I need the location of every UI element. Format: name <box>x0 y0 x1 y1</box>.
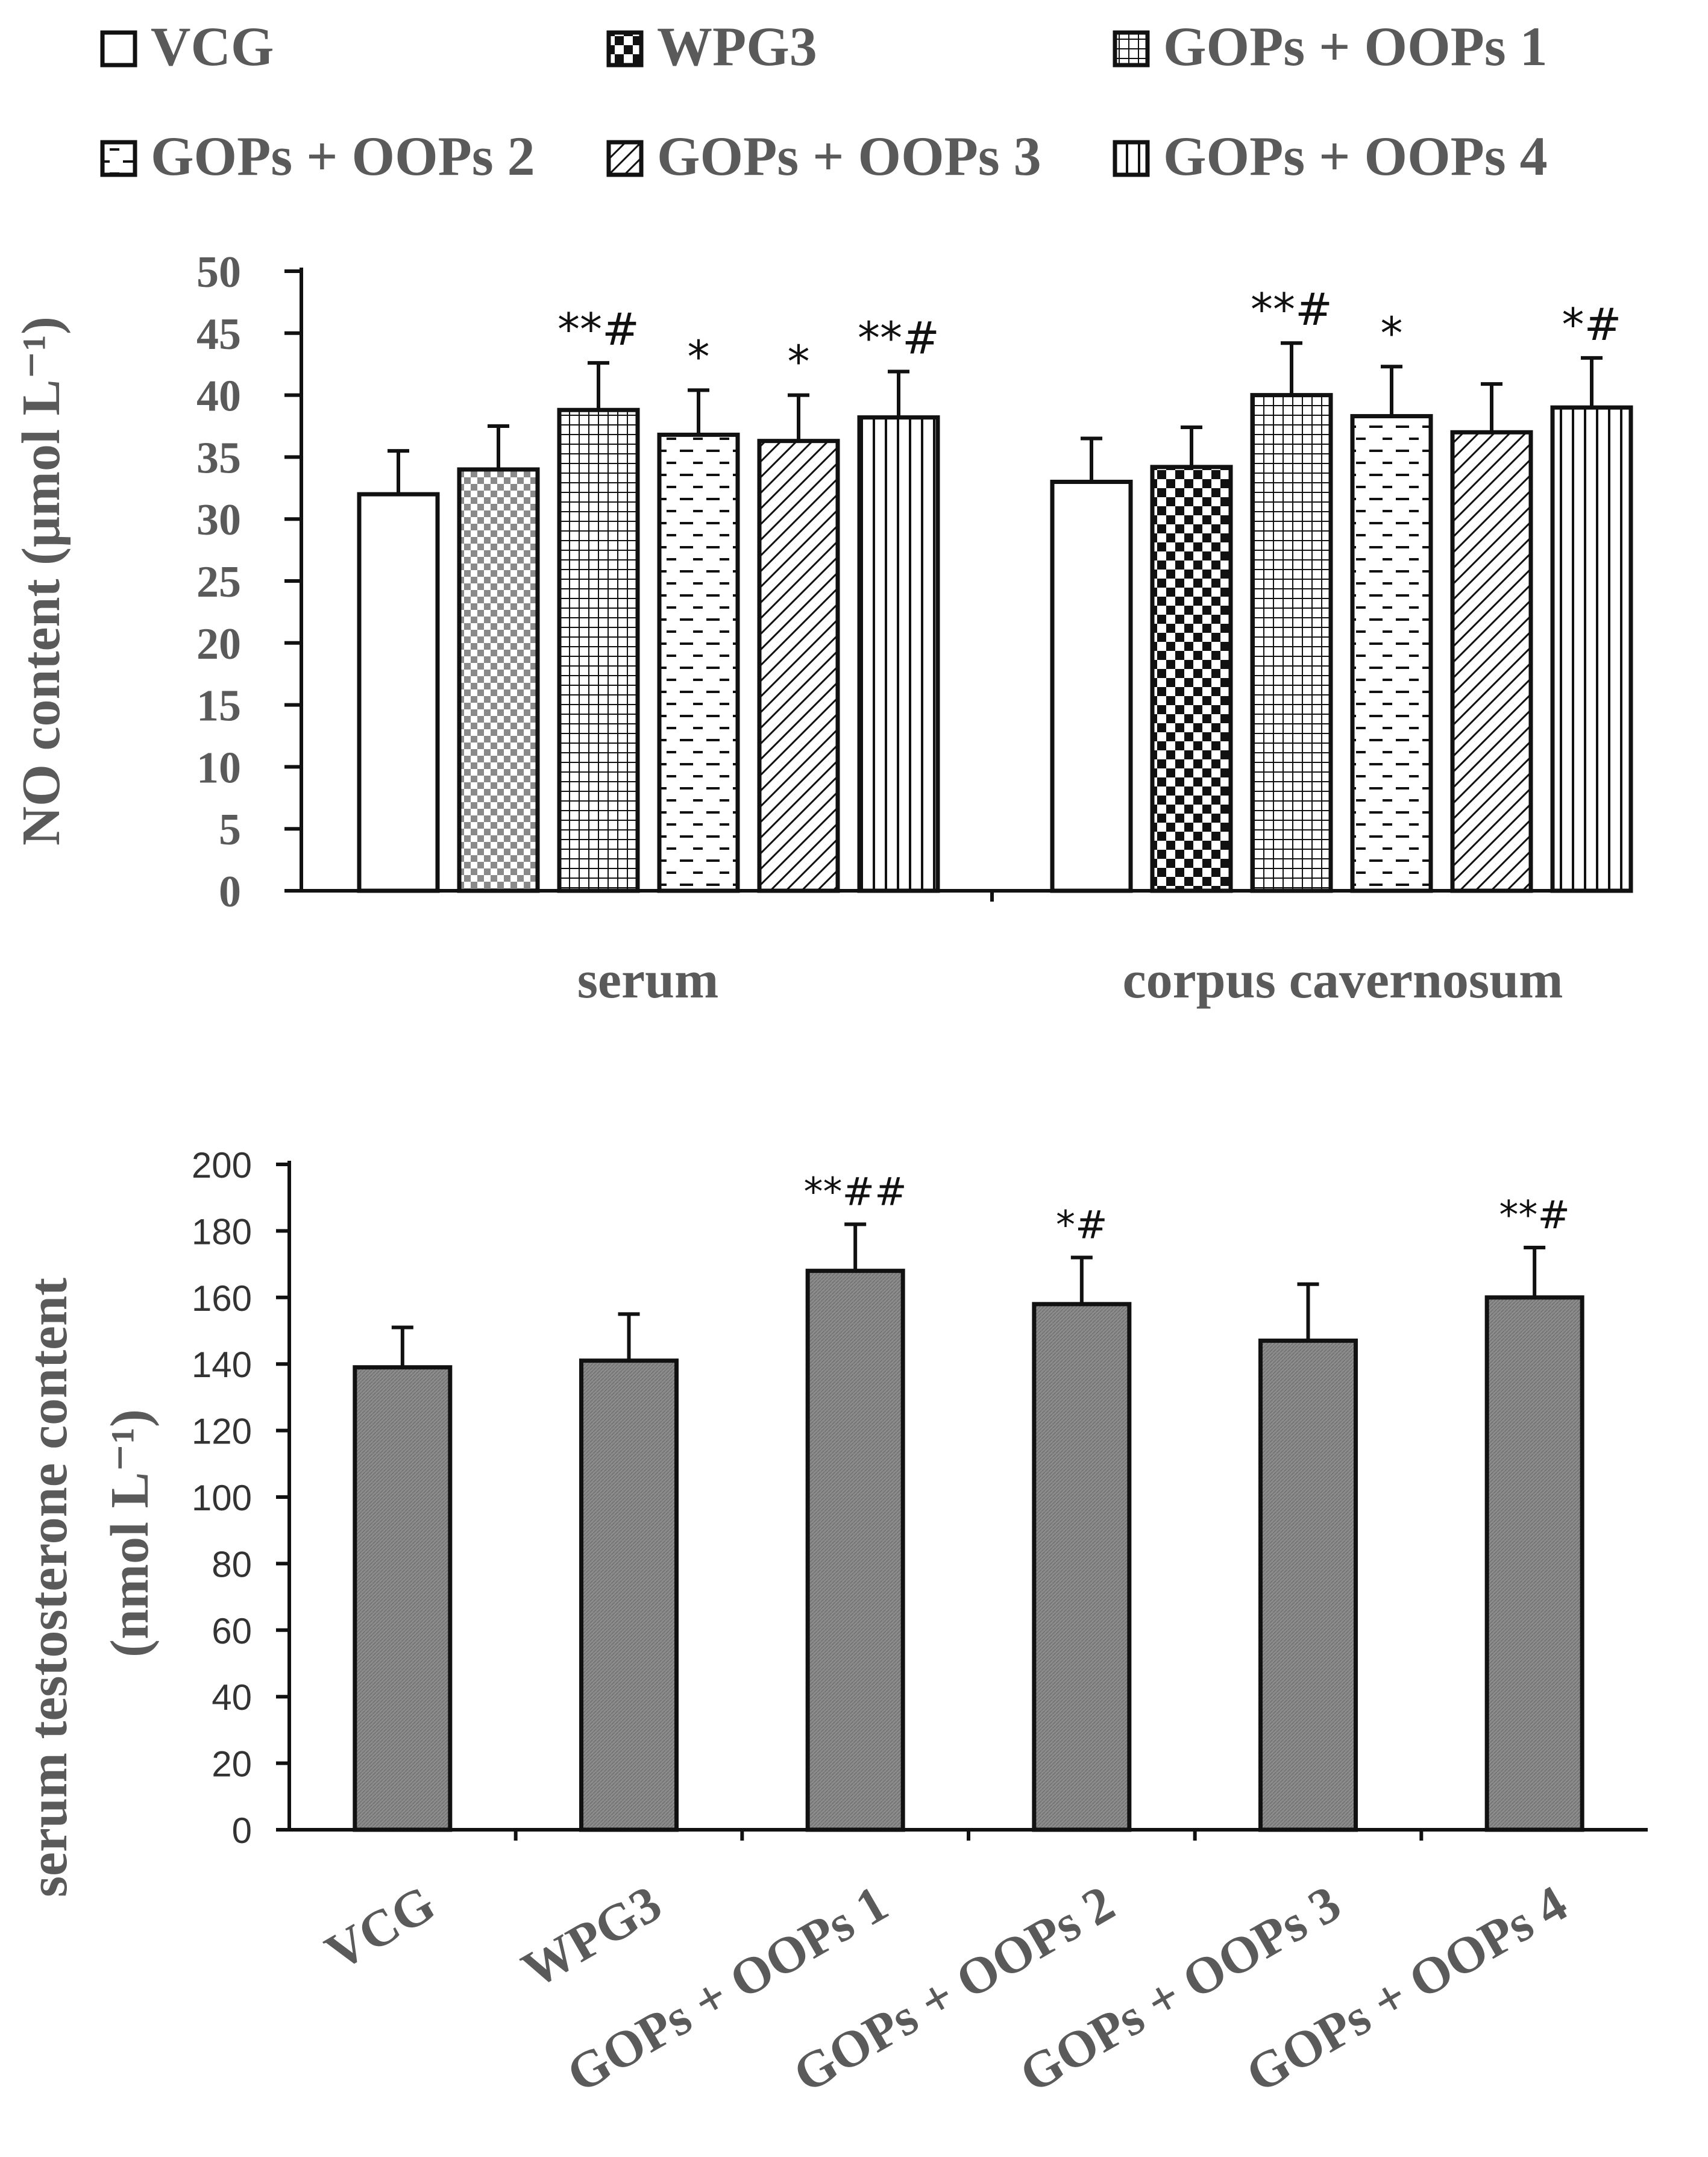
bar <box>857 415 940 893</box>
significance-label: **# <box>557 304 639 356</box>
bar <box>657 432 740 893</box>
bar <box>805 1269 905 1832</box>
y-tick-label: 15 <box>196 682 241 731</box>
significance-label: * <box>788 336 810 388</box>
bar <box>1258 1339 1358 1832</box>
bar <box>357 492 440 893</box>
y-tick-label: 25 <box>196 557 241 607</box>
y-tick-label: 20 <box>212 1744 252 1785</box>
bar <box>457 467 540 893</box>
y-tick-label: 200 <box>192 1145 252 1185</box>
y-tick-label: 60 <box>212 1611 252 1651</box>
y-axis-title: NO content (μmol L⁻¹) <box>11 316 71 846</box>
group-label: corpus cavernosum <box>1123 951 1563 1009</box>
bar <box>757 439 840 893</box>
bar <box>1550 405 1633 893</box>
y-tick-label: 120 <box>192 1411 252 1452</box>
x-tick-label: WPG3 <box>512 1874 671 1998</box>
y-tick-label: 80 <box>212 1544 252 1584</box>
legend-label: GOPs + OOPs 2 <box>151 125 535 187</box>
testosterone-chart: 0 20 40 60 80 100 120 140 160 180 200 serum testost… <box>19 1145 1648 2104</box>
legend-label: GOPs + OOPs 1 <box>1163 16 1548 77</box>
significance-label: **# <box>1499 1193 1570 1238</box>
legend-label: VCG <box>151 16 274 77</box>
legend-swatch <box>100 30 137 68</box>
y-tick-label: 40 <box>196 372 241 421</box>
legend-label: WPG3 <box>657 16 817 77</box>
legend-swatch <box>100 140 137 177</box>
bar <box>579 1358 679 1832</box>
y-axis-title-unit: (nmol L⁻¹) <box>100 1409 160 1657</box>
y-tick-label: 20 <box>196 620 241 669</box>
legend-swatch <box>606 140 644 177</box>
y-tick-label: 45 <box>196 310 241 359</box>
legend: VCG WPG3 GOPs + OOPs 1 GOPs + OOPs 2 GOPs + … <box>100 16 1548 187</box>
significance-label: * <box>688 331 710 383</box>
bar <box>557 407 640 893</box>
x-tick-label: VCG <box>316 1874 445 1982</box>
y-tick-label: 50 <box>196 248 241 297</box>
significance-label: **# <box>858 313 940 365</box>
y-tick-label: 30 <box>196 495 241 545</box>
y-tick-label: 180 <box>192 1211 252 1252</box>
y-tick-label: 40 <box>212 1677 252 1718</box>
significance-label: **# <box>1251 284 1333 336</box>
significance-label: **## <box>804 1170 907 1214</box>
legend-label: GOPs + OOPs 3 <box>657 125 1041 187</box>
no-content-chart: 0 5 10 15 20 25 30 35 40 45 50 NO content (μmol L⁻¹… <box>11 248 1633 1009</box>
bar <box>1250 393 1333 893</box>
y-tick-label: 160 <box>192 1278 252 1319</box>
y-axis-title: serum testosterone content <box>19 1278 78 1897</box>
y-tick-label: 35 <box>196 433 241 483</box>
y-tick-label: 100 <box>192 1478 252 1518</box>
significance-label: *# <box>1562 299 1621 351</box>
bar <box>1484 1295 1584 1832</box>
legend-swatch <box>1113 140 1150 177</box>
bar <box>1050 480 1133 893</box>
legend-swatch <box>1113 30 1150 68</box>
significance-label: * <box>1381 307 1403 359</box>
bar <box>1450 430 1533 893</box>
y-tick-label: 5 <box>219 805 241 855</box>
y-tick-label: 10 <box>196 743 241 793</box>
significance-label: *# <box>1056 1204 1108 1248</box>
legend-label: GOPs + OOPs 4 <box>1163 125 1548 187</box>
legend-swatch <box>606 30 644 68</box>
y-tick-label: 0 <box>232 1810 252 1851</box>
group-label: serum <box>577 951 719 1009</box>
y-tick-label: 0 <box>219 867 241 917</box>
bar <box>1032 1302 1132 1832</box>
y-tick-label: 140 <box>192 1345 252 1385</box>
bar <box>353 1365 453 1832</box>
bar <box>1150 465 1233 893</box>
bar <box>1350 414 1433 893</box>
